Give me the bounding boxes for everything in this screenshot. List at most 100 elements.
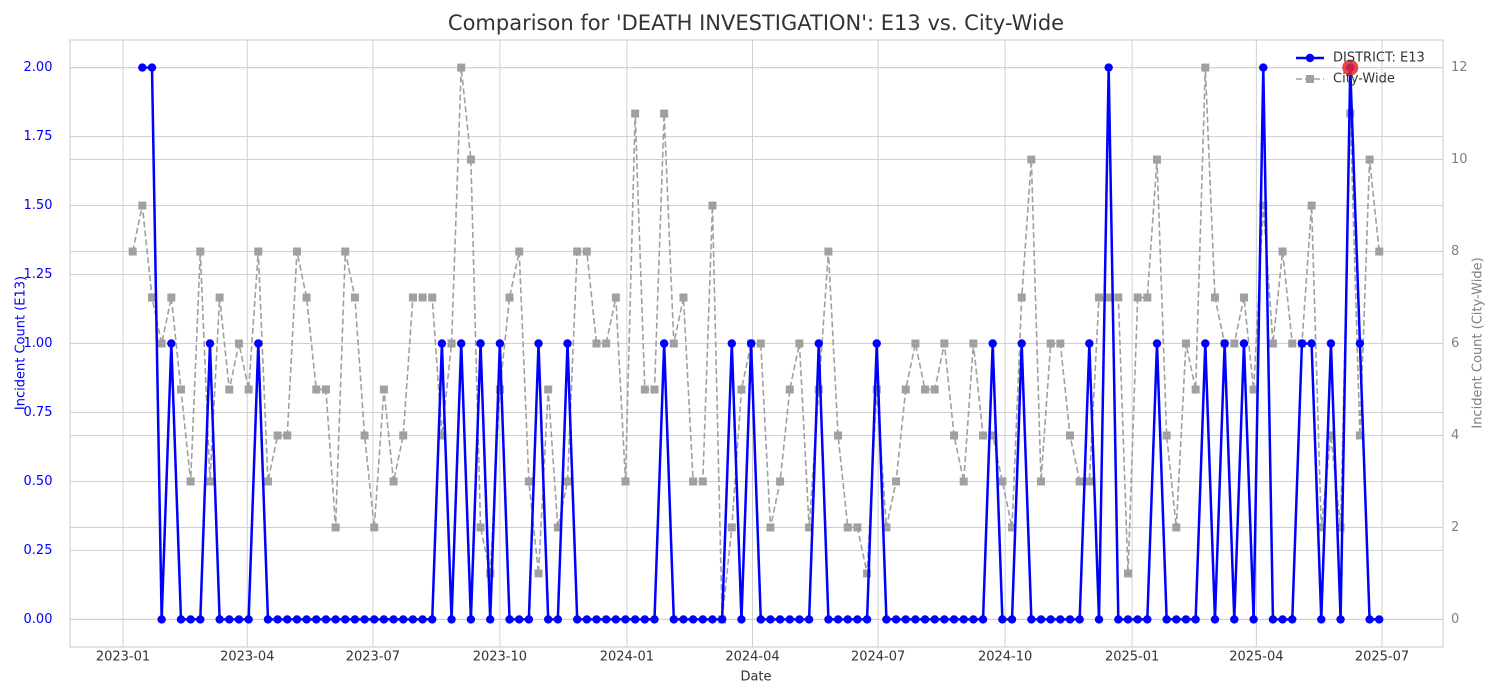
- data-point: [766, 523, 775, 532]
- data-point: [418, 293, 427, 302]
- legend-marker: [1306, 75, 1314, 83]
- data-point: [853, 523, 862, 532]
- data-point: [225, 615, 234, 624]
- highlight-point: [1342, 59, 1359, 76]
- data-point: [331, 523, 340, 532]
- data-point: [572, 615, 582, 624]
- data-point: [244, 385, 253, 394]
- data-point: [283, 615, 292, 624]
- data-point: [1365, 155, 1374, 164]
- data-point: [1336, 523, 1345, 532]
- data-point: [805, 523, 814, 532]
- legend-label: City-Wide: [1333, 72, 1395, 87]
- data-point: [543, 615, 553, 624]
- data-point: [157, 615, 166, 624]
- data-point: [524, 615, 534, 624]
- data-point: [292, 615, 302, 624]
- x-tick-label: 2023-04: [220, 650, 274, 665]
- data-point: [853, 615, 862, 624]
- data-point: [921, 385, 930, 394]
- data-point: [776, 477, 785, 486]
- x-tick-label: 2025-04: [1229, 650, 1283, 665]
- data-point: [1066, 431, 1075, 440]
- data-point: [1046, 615, 1055, 624]
- data-point: [302, 293, 311, 302]
- data-point: [843, 615, 852, 624]
- data-point: [602, 339, 611, 348]
- series-1: [128, 63, 1384, 624]
- series-0: [138, 63, 1384, 624]
- data-point: [1133, 615, 1142, 624]
- data-point: [234, 339, 243, 348]
- data-point: [360, 431, 369, 440]
- data-point: [998, 477, 1007, 486]
- data-point: [1278, 247, 1287, 256]
- data-point: [553, 523, 562, 532]
- data-point: [292, 247, 301, 256]
- data-point: [650, 615, 659, 624]
- data-point: [263, 615, 273, 624]
- data-point: [514, 615, 524, 624]
- data-point: [1095, 293, 1104, 302]
- data-point: [1027, 155, 1036, 164]
- data-point: [1201, 339, 1210, 348]
- data-point: [389, 477, 398, 486]
- data-point: [1288, 339, 1297, 348]
- x-tick-label: 2024-04: [725, 650, 779, 665]
- data-point: [727, 523, 736, 532]
- data-point: [399, 615, 408, 624]
- data-point: [1162, 431, 1171, 440]
- data-point: [244, 615, 253, 624]
- data-point: [795, 615, 804, 624]
- data-point: [1181, 615, 1191, 624]
- data-point: [882, 615, 891, 624]
- x-tick-label: 2023-01: [96, 650, 150, 665]
- data-point: [601, 615, 611, 624]
- data-point: [350, 293, 359, 302]
- data-point: [1104, 293, 1113, 302]
- data-point: [834, 431, 843, 440]
- data-point: [679, 293, 688, 302]
- data-point: [862, 615, 872, 624]
- data-point: [1056, 339, 1065, 348]
- data-point: [147, 63, 157, 72]
- data-point: [1056, 615, 1065, 624]
- data-point: [1307, 201, 1316, 210]
- data-point: [1007, 615, 1017, 624]
- data-point: [1181, 339, 1190, 348]
- y-tick-label: 0.00: [24, 612, 53, 627]
- y2-axis-label: Incident Count (City-Wide): [1471, 257, 1486, 428]
- data-point: [882, 523, 891, 532]
- data-point: [273, 431, 282, 440]
- data-point: [592, 615, 601, 624]
- data-point: [950, 431, 959, 440]
- y-tick-label: 1.25: [24, 267, 53, 282]
- data-point: [1114, 615, 1123, 624]
- data-point: [1104, 63, 1113, 72]
- data-point: [408, 615, 418, 624]
- data-point: [1008, 523, 1017, 532]
- data-point: [1307, 339, 1316, 348]
- data-point: [215, 293, 224, 302]
- data-point: [1037, 477, 1046, 486]
- y-tick-label: 2.00: [24, 60, 53, 75]
- data-point: [660, 109, 669, 118]
- data-point: [176, 615, 186, 624]
- data-point: [476, 523, 485, 532]
- data-point: [157, 339, 166, 348]
- x-tick-label: 2024-10: [978, 650, 1032, 665]
- y-tick-label: 1.75: [24, 129, 53, 144]
- data-point: [167, 339, 176, 348]
- data-point: [1017, 339, 1026, 348]
- data-point: [138, 63, 147, 72]
- data-point: [959, 615, 968, 624]
- data-point: [717, 615, 727, 624]
- data-point: [128, 247, 137, 256]
- y2-tick-label: 12: [1451, 60, 1468, 75]
- data-point: [863, 569, 872, 578]
- data-point: [437, 339, 447, 348]
- data-point: [1152, 155, 1161, 164]
- data-point: [505, 293, 514, 302]
- data-point: [775, 615, 785, 624]
